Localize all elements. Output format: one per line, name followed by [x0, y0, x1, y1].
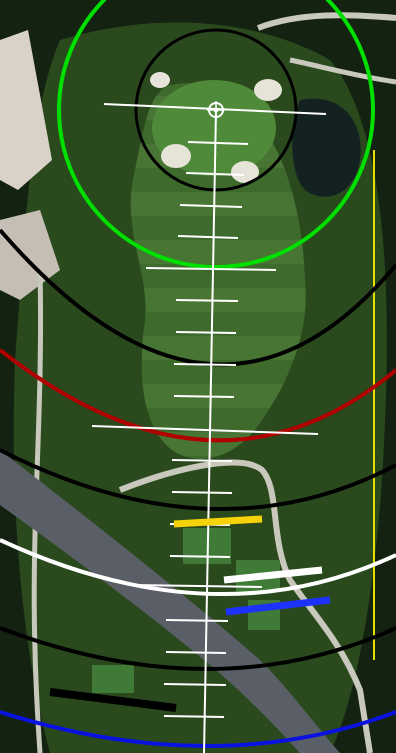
rooftop [0, 30, 52, 190]
yardage-tick [163, 683, 227, 686]
yardage-tick [173, 395, 235, 398]
bunker [150, 72, 170, 88]
aim-line [203, 109, 217, 753]
cart-path [256, 12, 396, 31]
bunker [254, 79, 282, 101]
pin-crosshair-icon[interactable] [207, 101, 225, 119]
bunker [161, 144, 191, 168]
yardage-ticks [91, 141, 319, 718]
yardage-tick-major [133, 584, 263, 588]
bunker [231, 161, 259, 183]
yardage-tick [175, 331, 237, 334]
distance-arc-black [0, 626, 396, 671]
yardage-tick [175, 299, 239, 302]
tee-marker-black [49, 688, 177, 712]
tee-box [92, 665, 134, 693]
water-hazard [292, 98, 361, 197]
inner-radius-circle [134, 28, 298, 192]
road [0, 450, 340, 753]
yardage-tick [179, 204, 243, 208]
green-radius-circle [57, 0, 375, 269]
yardage-tick [171, 491, 233, 494]
yardage-tick [177, 235, 239, 239]
yardage-tick-major [91, 425, 319, 435]
yardage-tick [187, 141, 249, 145]
yardage-tick [185, 172, 245, 176]
tee-marker-white [223, 566, 323, 584]
yardage-tick [171, 459, 233, 462]
yardage-tick [169, 555, 231, 558]
yardage-tick [165, 619, 229, 622]
cart-path [289, 57, 396, 85]
distance-arc-red [0, 348, 396, 443]
yardage-tick [173, 363, 237, 366]
distance-arc-blue [0, 710, 396, 748]
tee-marker-blue [225, 596, 331, 616]
yardage-tick-major [145, 267, 277, 271]
distance-arc-black [0, 448, 396, 511]
tee-marker-yellow [173, 515, 263, 528]
cart-path [118, 459, 373, 753]
yardage-tick [165, 651, 227, 654]
yardage-tick [163, 715, 225, 718]
